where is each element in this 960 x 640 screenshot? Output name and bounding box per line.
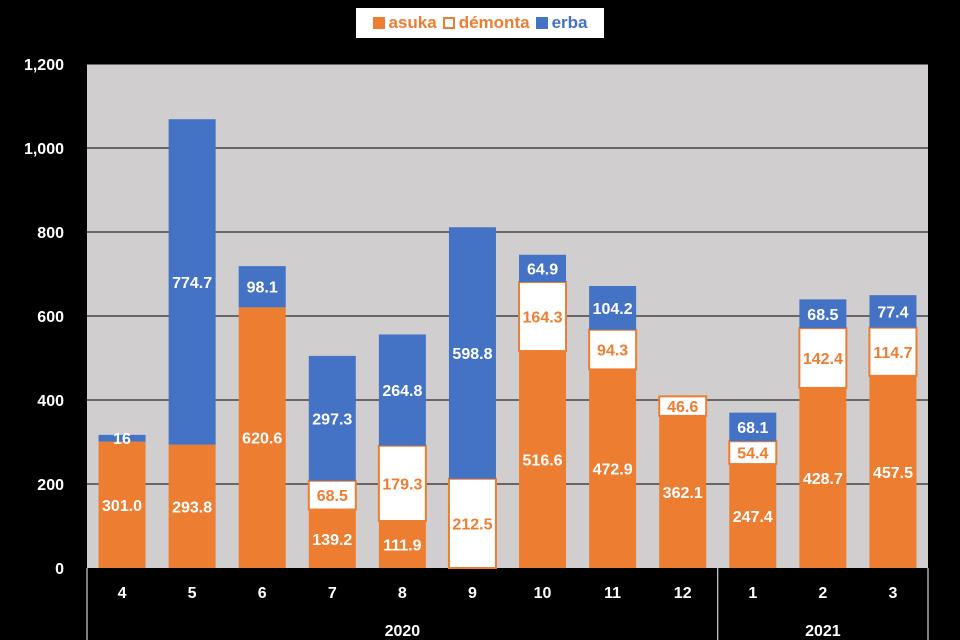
y-tick-label: 1,000: [24, 141, 64, 158]
bar-asuka-4: [98, 441, 146, 568]
bar-démonta-11: [588, 328, 638, 371]
x-tick-label: 5: [188, 585, 197, 602]
data-label-asuka: 293.8: [172, 499, 212, 516]
data-label-asuka: 139.2: [312, 532, 352, 549]
bar-démonta-7: [307, 479, 357, 511]
bar-asuka-3: [869, 375, 917, 568]
bar-asuka-12: [659, 415, 707, 568]
bar-erba-3: [869, 295, 917, 328]
data-label-asuka: 457.5: [873, 465, 913, 482]
legend-swatch-erba: [535, 17, 548, 29]
x-tick-label: 10: [534, 585, 552, 602]
y-tick-label: 200: [37, 477, 64, 494]
bar-erba-8: [378, 334, 426, 446]
legend-item-demonta: démonta: [442, 13, 530, 33]
bar-erba-7: [308, 355, 356, 481]
data-label-erba: 297.3: [312, 411, 352, 428]
x-tick-label: 1: [748, 585, 757, 602]
y-tick-label: 800: [37, 225, 64, 242]
bar-erba-11: [589, 286, 637, 330]
bar-asuka-1: [729, 464, 777, 568]
data-label-démonta: 142.4: [803, 351, 843, 368]
bar-démonta-8: [377, 444, 427, 523]
bar-démonta-3: [868, 326, 918, 377]
x-tick-label: 4: [118, 585, 127, 602]
x-tick-label: 9: [468, 585, 477, 602]
data-label-démonta: 54.4: [737, 446, 768, 463]
bar-erba-5: [168, 119, 216, 445]
data-label-démonta: 46.6: [667, 399, 698, 416]
data-label-démonta: 179.3: [382, 476, 422, 493]
x-group-label: 2021: [805, 623, 841, 640]
legend-item-erba: erba: [535, 13, 588, 33]
x-tick-label: 11: [604, 585, 621, 602]
legend-swatch-asuka: [372, 17, 385, 29]
data-label-erba: 64.9: [527, 261, 558, 278]
y-tick-label: 600: [37, 309, 64, 326]
y-tick-label: 400: [37, 393, 64, 410]
data-label-erba: 598.8: [452, 346, 492, 363]
data-label-erba: 264.8: [382, 383, 422, 400]
x-tick-label: 8: [398, 585, 407, 602]
legend-item-asuka: asuka: [372, 13, 437, 33]
data-label-démonta: 68.5: [317, 488, 348, 505]
data-label-erba: 16: [113, 431, 131, 448]
data-label-erba: 98.1: [247, 280, 278, 297]
y-tick-label: 0: [55, 561, 64, 578]
bar-asuka-2: [799, 387, 847, 568]
data-label-erba: 77.4: [877, 304, 908, 321]
data-label-erba: 68.1: [737, 420, 768, 437]
bar-asuka-7: [308, 509, 356, 568]
legend-label-erba: erba: [551, 13, 588, 32]
bar-démonta-12: [658, 395, 708, 417]
legend-label-asuka: asuka: [388, 13, 437, 32]
data-label-démonta: 114.7: [873, 345, 912, 362]
bar-asuka-11: [589, 369, 637, 568]
data-label-asuka: 247.4: [733, 509, 773, 526]
data-label-démonta: 94.3: [597, 343, 628, 360]
data-label-asuka: 472.9: [593, 462, 633, 479]
data-label-asuka: 620.6: [242, 431, 282, 448]
data-label-erba: 774.7: [172, 275, 212, 292]
data-label-erba: 68.5: [807, 307, 838, 324]
legend: asuka démonta erba: [356, 8, 604, 38]
x-group-label: 2020: [385, 623, 421, 640]
y-tick-label: 1,200: [24, 57, 64, 74]
bar-erba-6: [238, 266, 286, 308]
x-tick-label: 2: [818, 585, 827, 602]
bar-asuka-5: [168, 444, 216, 568]
data-label-démonta: 164.3: [523, 310, 563, 327]
bar-erba-10: [519, 254, 567, 283]
data-label-asuka: 516.6: [523, 453, 563, 470]
legend-label-demonta: démonta: [458, 13, 530, 32]
data-label-asuka: 362.1: [663, 485, 703, 502]
bar-erba-1: [729, 412, 777, 442]
data-label-asuka: 301.0: [102, 498, 142, 515]
data-label-démonta: 212.5: [452, 516, 492, 533]
x-tick-label: 12: [674, 585, 692, 602]
bar-asuka-6: [238, 307, 286, 568]
bar-erba-2: [799, 299, 847, 329]
data-label-asuka: 111.9: [383, 538, 421, 555]
x-tick-label: 3: [889, 585, 898, 602]
legend-swatch-demonta: [442, 17, 455, 29]
data-label-asuka: 428.7: [803, 471, 843, 488]
bar-démonta-10: [518, 281, 568, 353]
bar-démonta-9: [447, 477, 497, 569]
x-tick-label: 6: [258, 585, 267, 602]
bar-asuka-10: [519, 351, 567, 568]
bar-asuka-8: [378, 521, 426, 568]
data-label-erba: 104.2: [593, 301, 633, 318]
bar-erba-9: [448, 227, 496, 479]
x-tick-label: 7: [328, 585, 337, 602]
bar-erba-4: [98, 434, 146, 442]
